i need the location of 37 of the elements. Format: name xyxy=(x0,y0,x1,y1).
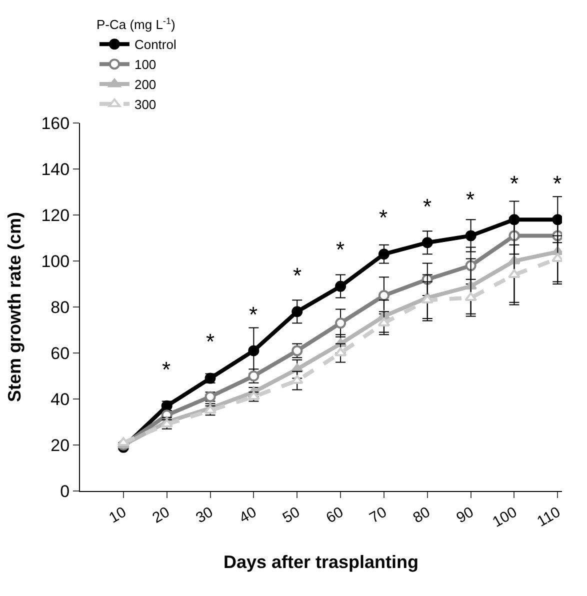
y-axis-title: Stem growth rate (cm) xyxy=(4,212,24,402)
legend-label: Control xyxy=(134,37,176,52)
x-tick-label: 100 xyxy=(490,504,520,531)
x-tick-label: 80 xyxy=(410,504,434,527)
legend-label: 200 xyxy=(134,77,156,92)
x-tick-label: 10 xyxy=(106,504,130,527)
y-tick-label: 0 xyxy=(60,482,70,501)
y-tick-label: 120 xyxy=(41,206,70,225)
y-tick-label: 160 xyxy=(41,114,70,133)
y-tick-label: 60 xyxy=(50,344,70,363)
x-axis-title: Days after trasplanting xyxy=(223,552,419,572)
legend-title: P-Ca (mg L$^{-1}$) xyxy=(96,16,176,32)
y-tick-label: 140 xyxy=(41,160,70,179)
y-tick-label: 100 xyxy=(41,252,70,271)
x-tick-label: 70 xyxy=(366,504,390,527)
legend-label: 100 xyxy=(134,57,156,72)
x-tick-label: 110 xyxy=(534,504,564,530)
x-tick-label: 50 xyxy=(280,504,303,527)
y-tick-label: 20 xyxy=(50,436,70,455)
x-tick-label: 40 xyxy=(236,504,260,527)
x-tick-label: 60 xyxy=(323,504,346,527)
x-tick-label: 20 xyxy=(150,504,173,527)
annotation: * xyxy=(510,171,519,196)
legend-label: 300 xyxy=(134,96,156,112)
annotation: * xyxy=(206,329,215,354)
annotation: * xyxy=(162,357,171,382)
y-tick-label: 80 xyxy=(50,298,70,317)
annotation: * xyxy=(553,171,562,196)
annotation: * xyxy=(379,205,388,230)
x-tick-label: 90 xyxy=(454,504,477,527)
annotation: * xyxy=(293,263,302,288)
annotation: * xyxy=(249,302,258,327)
x-tick-label: 30 xyxy=(193,504,216,527)
y-tick-label: 40 xyxy=(50,390,70,409)
annotation: * xyxy=(423,194,432,219)
annotation: * xyxy=(466,187,475,212)
annotation: * xyxy=(336,237,345,262)
